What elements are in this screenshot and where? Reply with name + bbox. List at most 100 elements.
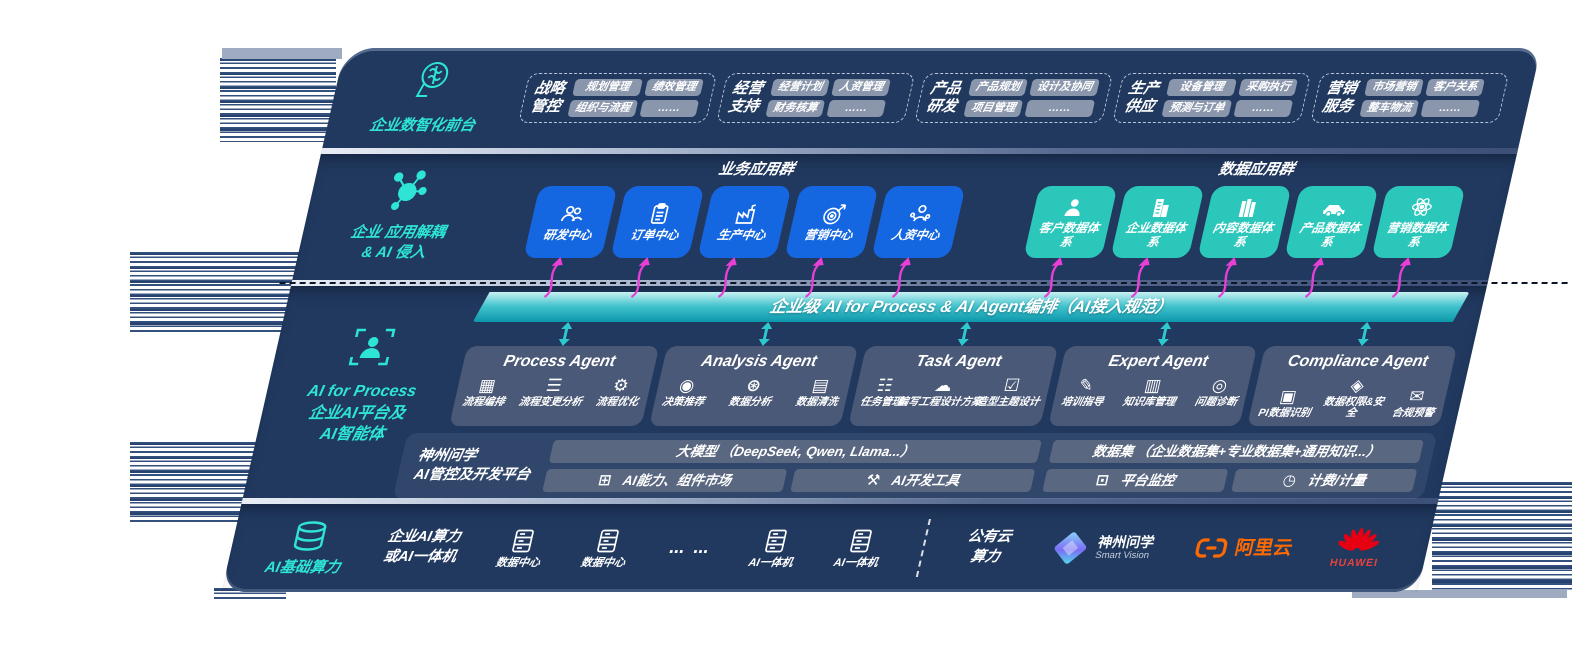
orchestration-arrows xyxy=(467,322,1462,346)
cloud-divider xyxy=(915,519,931,577)
node-ai-appliance: AI一体机 xyxy=(747,528,800,569)
bar-decoration xyxy=(222,48,342,59)
shenzhou-diamond-icon xyxy=(1054,532,1086,564)
group-item: 组织与流程 xyxy=(567,100,639,117)
front-office-groups: 战略管控 规划管理 绩效管理 组织与流程 …… 经营支持 经营计划 人资管理 财… xyxy=(517,73,1510,123)
hatch-decoration xyxy=(220,58,336,142)
app-center-marketing: 营销中心 xyxy=(784,186,879,298)
data-clean-icon: ▤ xyxy=(810,375,831,395)
group-item: 规划管理 xyxy=(572,79,643,96)
group-title: 营销服务 xyxy=(1320,80,1359,115)
metering-box: ◷ 计费/计量 xyxy=(1231,469,1418,493)
data-system-product: 产品数据体系 xyxy=(1284,186,1379,298)
analysis-agent-box: Analysis Agent ◉ 决策推荐 ⊛ 数据分析 ▤ 数据清洗 xyxy=(648,346,859,426)
data-system-enterprise: 企业数据体系 xyxy=(1110,186,1205,298)
group-item: 项目管理 xyxy=(963,100,1024,117)
marketing-atom-icon xyxy=(1412,197,1432,216)
double-arrow-icon xyxy=(1357,322,1371,346)
workflow-icon: ▦ xyxy=(477,375,498,395)
group-item: …… xyxy=(1233,100,1294,117)
group-item: 绩效管理 xyxy=(644,79,704,96)
group-title: 生产供应 xyxy=(1122,80,1161,115)
flow-arrow-icon xyxy=(630,257,650,298)
huawei-logo: HUAWEI xyxy=(1329,527,1386,569)
ellipsis: … … xyxy=(667,538,713,557)
public-cloud-label: 公有云 算力 xyxy=(965,529,1014,565)
dev-tools-box: ⚒ AI开发工具 xyxy=(790,469,1036,493)
group-item: 设备管理 xyxy=(1166,79,1237,96)
compliance-agent-box: Compliance Agent ▣ PI数据识别 ◈ 数据权限&安全 ✉ 合规预警 xyxy=(1247,346,1458,426)
platform-row: 神州问学 AI管控及开发平台 大模型 （DeepSeek, Qwen, Llam… xyxy=(392,432,1438,500)
alibaba-bracket-icon xyxy=(1195,538,1228,558)
front-office-label: 企业数智化前台 xyxy=(367,117,477,135)
server-icon xyxy=(512,529,534,552)
flow-optimize-icon: ⚙ xyxy=(611,375,631,395)
flow-arrow-icon xyxy=(1130,257,1150,298)
group-title: 战略管控 xyxy=(528,80,567,115)
access-boundary-dashed-line xyxy=(279,282,1568,284)
training-icon: ✎ xyxy=(1076,375,1096,395)
compliance-alert-icon: ✉ xyxy=(1407,387,1427,407)
node-datacenter: 数据中心 xyxy=(580,528,633,569)
flow-arrow-icon xyxy=(891,257,911,298)
front-office-band: 企业数智化前台 战略管控 规划管理 绩效管理 组织与流程 …… 经营支持 经营计… xyxy=(322,48,1541,148)
factory-icon xyxy=(735,203,757,224)
data-permission-icon: ◈ xyxy=(1348,375,1367,395)
enterprise-building-icon xyxy=(1152,198,1169,217)
group-item: 预测与订单 xyxy=(1161,100,1233,117)
group-operation: 经营支持 经营计划 人资管理 财务核算 …… xyxy=(715,73,916,123)
data-system-customer: 客户数据体系 xyxy=(1023,186,1118,298)
metering-icon: ◷ xyxy=(1280,472,1298,490)
group-item: 设计及协同 xyxy=(1029,79,1100,96)
decouple-label: 企业 应用解耦 & AI 侵入 xyxy=(349,224,448,262)
flow-arrow-icon xyxy=(1304,257,1324,298)
styling-design-icon: ☑ xyxy=(1002,375,1022,395)
group-item: 人资管理 xyxy=(831,79,891,96)
order-clipboard-icon xyxy=(650,202,669,224)
group-item: 产品规划 xyxy=(968,79,1028,96)
group-product-rd: 产品研发 产品规划 设计及协同 项目管理 …… xyxy=(913,73,1114,123)
group-marketing: 营销服务 市场营销 客户关系 整车物流 …… xyxy=(1309,73,1510,123)
double-arrow-icon xyxy=(559,322,573,346)
data-system-content: 内容数据体系 xyxy=(1197,186,1292,298)
decouple-band: 企业 应用解耦 & AI 侵入 业务应用群 研发中心 xyxy=(292,154,1517,298)
node-ai-appliance: AI一体机 xyxy=(832,528,885,569)
server-icon xyxy=(597,529,619,552)
decouple-side-label: 企业 应用解耦 & AI 侵入 xyxy=(292,154,511,280)
target-icon xyxy=(823,203,847,224)
double-arrow-icon xyxy=(758,322,773,346)
platform-monitor-box: ⊡ 平台监控 xyxy=(1042,469,1229,493)
server-icon xyxy=(849,529,872,552)
data-system-marketing: 营销数据体系 xyxy=(1371,186,1466,298)
dataset-bar: 数据集 （企业数据集+专业数据集+通用知识...） xyxy=(1048,439,1425,464)
app-center-rd: 研发中心 xyxy=(523,186,618,298)
data-group-title: 数据应用群 xyxy=(1216,161,1296,178)
flow-change-icon: ☰ xyxy=(544,375,564,395)
data-analysis-icon: ⊛ xyxy=(744,375,764,395)
app-center-order: 订单中心 xyxy=(610,186,705,298)
engineering-doc-icon: ☁ xyxy=(932,375,955,395)
business-group-title: 业务应用群 xyxy=(716,161,796,178)
flow-arrow-icon xyxy=(1217,257,1237,298)
app-center-hr: 人资中心 xyxy=(871,186,966,298)
diagnosis-icon: ◎ xyxy=(1210,375,1230,395)
business-app-cluster: 业务应用群 研发中心 订单中心 xyxy=(518,158,972,298)
customer-icon xyxy=(1064,198,1080,216)
process-agent-box: Process Agent ▦ 流程编排 ☰ 流程变更分析 ⚙ 流程优化 xyxy=(449,346,659,426)
task-agent-box: Task Agent ☷ 任务管理 ☁ 编写工程设计方案 ☑ 造型主题设计 xyxy=(848,346,1059,426)
data-app-cluster: 数据应用群 客户数据体系 企业数据体系 xyxy=(1018,158,1472,298)
infrastructure-band: AI基础算力 企业AI算力 或AI一体机 数据中心 数据中心 … … AI一体机 xyxy=(221,504,1437,592)
group-item: …… xyxy=(826,100,887,117)
ai-layer-label: AI for Process 企业AI平台及 AI智能体 xyxy=(305,383,419,444)
flow-arrow-icon xyxy=(804,257,824,298)
group-item: 整车物流 xyxy=(1359,100,1420,117)
node-datacenter: 数据中心 xyxy=(495,528,548,569)
flow-arrow-icon xyxy=(1391,257,1411,298)
ai-platform-band: AI for Process 企业AI平台及 AI智能体 企业级 AI for … xyxy=(243,282,1568,500)
huawei-flower-icon xyxy=(1335,528,1380,558)
agents-row: Process Agent ▦ 流程编排 ☰ 流程变更分析 ⚙ 流程优化 Analys… xyxy=(449,346,1458,426)
pi-data-icon: ▣ xyxy=(1277,387,1299,407)
devtools-icon: ⚒ xyxy=(864,472,882,490)
group-item: 客户关系 xyxy=(1425,79,1485,96)
